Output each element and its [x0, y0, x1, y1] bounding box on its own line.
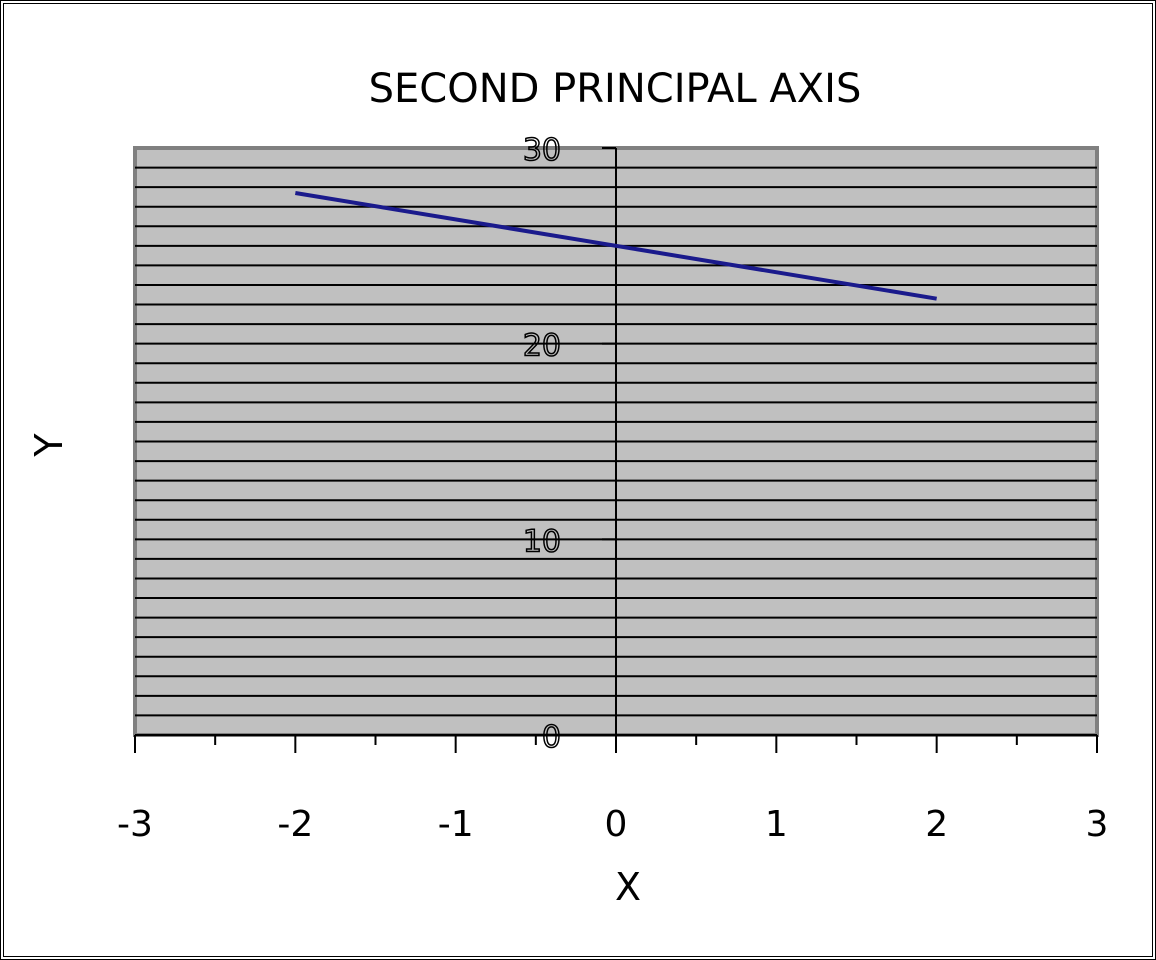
- y-tick-label: 10: [523, 524, 561, 559]
- y-axis-title: Y: [27, 433, 71, 458]
- y-tick-label: 20: [523, 329, 561, 364]
- x-tick-label: -3: [117, 804, 153, 845]
- series-line: [295, 191, 937, 301]
- x-tick-label: -1: [438, 804, 474, 845]
- series-group: [295, 191, 937, 301]
- y-tick-label: 0: [542, 720, 561, 755]
- chart-title: SECOND PRINCIPAL AXIS: [369, 66, 862, 112]
- y-tick-label: 30: [523, 133, 561, 168]
- x-tick-label: 0: [605, 804, 628, 845]
- x-tick-label: 1: [765, 804, 788, 845]
- x-tick-label: 2: [925, 804, 948, 845]
- x-tick-label: 3: [1086, 804, 1109, 845]
- x-axis-title: X: [615, 865, 641, 909]
- x-axis: -3 -2 -1 0 1 2 3: [117, 734, 1109, 845]
- x-tick-label: -2: [277, 804, 313, 845]
